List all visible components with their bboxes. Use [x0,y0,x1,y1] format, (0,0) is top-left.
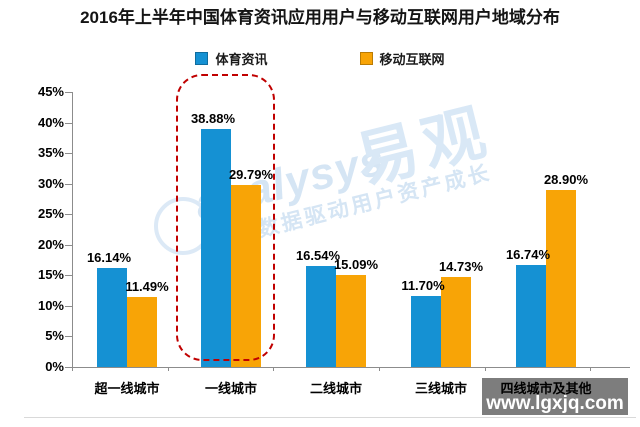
bar-value-label: 28.90% [543,172,589,187]
bar-体育资讯-三线城市 [411,296,441,367]
y-axis-label: 15% [37,267,64,283]
x-axis-label: 一线城市 [204,381,257,396]
x-axis-label: 四线城市及其他 [500,381,592,396]
y-axis-label: 45% [37,84,64,99]
y-tick [65,367,72,368]
y-tick [65,214,72,216]
bar-体育资讯-一线城市 [201,129,231,367]
bar-value-label: 11.70% [401,278,445,293]
y-tick [65,336,72,338]
legend-label: 体育资讯 [215,52,268,67]
bar-移动互联网-三线城市 [441,277,471,367]
bar-移动互联网-超一线城市 [127,297,157,367]
watermark-yiguan-logo: 易观 [349,96,498,197]
bar-value-label: 15.09% [333,257,379,272]
x-tick [72,367,73,371]
x-tick [379,367,380,371]
bar-value-label: 16.54% [295,248,341,263]
y-tick [65,122,72,124]
y-tick [65,153,72,155]
y-tick [65,244,72,246]
y-tick [65,275,72,277]
x-axis-label: 三线城市 [414,381,467,396]
y-axis-label: 25% [37,206,64,222]
bar-体育资讯-超一线城市 [97,268,127,367]
x-tick [273,367,274,371]
y-axis-label: 30% [37,175,64,191]
bar-移动互联网-一线城市 [231,185,261,367]
site-overlay: www.lgxjq.com [482,378,628,415]
bar-value-label: 14.73% [438,259,484,274]
bar-value-label: 11.49% [125,279,169,294]
legend-label: 移动互联网 [379,52,445,67]
x-axis-label: 二线城市 [309,381,362,396]
y-axis-line [72,92,73,367]
legend: 体育资讯 移动互联网 [0,49,640,68]
y-tick [65,92,72,93]
x-tick [485,367,486,371]
y-axis-label: 35% [37,145,64,161]
y-tick [65,183,72,185]
bar-value-label: 38.88% [190,111,236,126]
bottom-divider [24,417,636,418]
x-tick [590,367,591,371]
bar-value-label: 29.79% [228,167,274,182]
bar-体育资讯-四线城市及其他 [516,265,546,367]
x-axis-label: 超一线城市 [94,381,160,396]
x-tick [168,367,169,371]
y-axis-label: 10% [37,297,64,313]
bar-体育资讯-二线城市 [306,266,336,367]
legend-swatch-icon [359,52,373,65]
legend-swatch-icon [195,52,209,65]
bar-value-label: 16.74% [505,247,551,262]
x-axis-line [72,367,630,368]
y-axis-label: 20% [37,236,64,252]
chart-title: 2016年上半年中国体育资讯应用用户与移动互联网用户地域分布 [80,8,560,27]
legend-item: 体育资讯 [195,49,268,68]
y-axis-label: 0% [45,359,64,374]
y-tick [65,305,72,307]
legend-item: 移动互联网 [359,49,445,68]
y-axis-label: 5% [45,328,64,344]
site-url-text: www.lgxjq.com [486,393,624,414]
bar-value-label: 16.14% [86,250,132,265]
y-axis-label: 40% [37,114,64,130]
bar-移动互联网-四线城市及其他 [546,190,576,367]
bar-移动互联网-二线城市 [336,275,366,367]
